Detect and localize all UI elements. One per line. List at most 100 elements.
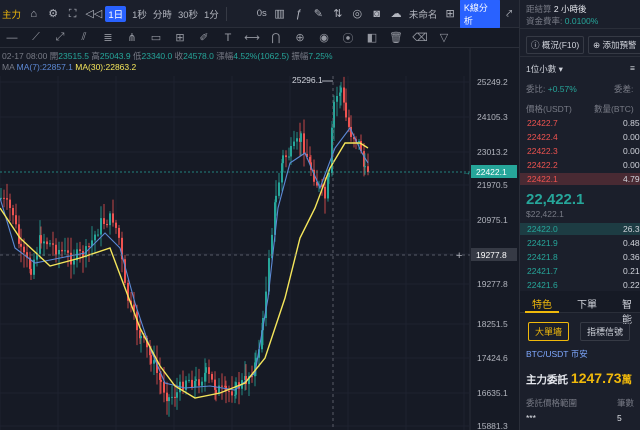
trend-line-icon[interactable]: ⤢ xyxy=(55,31,65,43)
brush-icon[interactable]: ✐ xyxy=(199,32,209,44)
pair-label: BTC/USDT 币安 xyxy=(526,349,588,359)
up-candle xyxy=(248,376,250,385)
down-candle xyxy=(182,381,184,390)
ask-row[interactable]: 22422.1 4.79 xyxy=(520,173,640,185)
bid-row[interactable]: 22421.9 0.48 xyxy=(520,237,640,249)
home-icon[interactable]: ⌂ xyxy=(30,7,38,20)
range-value: *** xyxy=(526,413,536,423)
main-force-label[interactable]: 主力 xyxy=(2,9,22,21)
ask-row[interactable]: 22422.7 0.85 xyxy=(520,117,640,129)
rectangle-icon[interactable]: ▭ xyxy=(150,32,162,44)
screenshot-icon[interactable]: ◎ xyxy=(352,7,363,20)
down-candle xyxy=(61,249,63,252)
seconds-label[interactable]: 0s xyxy=(256,8,267,19)
interval-1m[interactable]: 1分 xyxy=(204,9,219,21)
down-candle xyxy=(208,367,210,375)
y-tick-label: 18251.5 xyxy=(477,319,508,329)
filter-icon[interactable]: ▽ xyxy=(439,32,449,44)
interval-1d[interactable]: 1日 xyxy=(105,5,127,22)
bid-row[interactable]: 22421.6 0.22 xyxy=(520,279,640,291)
horizontal-line-icon[interactable]: — xyxy=(6,31,18,44)
ask-row[interactable]: 22422.2 0.00 xyxy=(520,159,640,171)
cloud-icon[interactable]: ☁ xyxy=(390,7,402,20)
down-candle xyxy=(150,355,152,364)
eye-icon[interactable]: ◉ xyxy=(319,32,329,44)
divider xyxy=(225,6,227,21)
y-tick-label: 17424.6 xyxy=(477,353,508,363)
visibility-icon[interactable]: ⦿ xyxy=(342,32,354,45)
up-candle xyxy=(331,127,333,174)
ask-row[interactable]: 22422.3 0.00 xyxy=(520,145,640,157)
lock-icon[interactable]: ⊕ xyxy=(295,32,305,44)
indicator-icon[interactable]: ƒ xyxy=(295,7,303,20)
compare-icon[interactable]: ⇅ xyxy=(333,7,343,20)
tab-smart[interactable]: 智能 xyxy=(622,300,632,326)
count-label: 筆數 xyxy=(617,398,635,408)
up-candle xyxy=(288,156,290,158)
tab-features[interactable]: 特色 xyxy=(532,300,552,311)
text-icon[interactable]: T xyxy=(224,31,232,44)
price-range-icon[interactable]: ⟷ xyxy=(244,32,260,44)
main-order-label: 主力委託 xyxy=(526,374,568,386)
edit-icon[interactable]: ✎ xyxy=(313,7,324,20)
ask-qty: 0.85 xyxy=(623,118,640,128)
delete-icon[interactable]: ⌫ xyxy=(412,32,428,44)
big-order-wall-button[interactable]: 大單墻 xyxy=(528,322,570,341)
down-candle xyxy=(46,241,48,245)
trash-icon[interactable]: 🗑 xyxy=(389,32,403,44)
bid-qty: 26.37 xyxy=(623,224,640,234)
down-candle xyxy=(348,117,350,127)
layers-icon[interactable]: ◧ xyxy=(366,32,378,44)
fib-icon[interactable]: ≣ xyxy=(103,32,113,44)
k-analysis-button[interactable]: K線分析 xyxy=(459,0,500,29)
crosshair-price-label: 19277.8 xyxy=(476,250,507,260)
side-panel: 距結算 2 小時後 資金費率: 0.0100% ⓘ 概況(F10) ⊕ 添加預警… xyxy=(519,0,640,430)
magnet-icon[interactable]: ⋂ xyxy=(271,32,281,44)
divider xyxy=(520,56,640,57)
ask-row[interactable]: 22422.4 0.00 xyxy=(520,131,640,143)
down-candle xyxy=(118,227,120,238)
interval-1s[interactable]: 1秒 xyxy=(132,9,147,21)
indicator-signal-button[interactable]: 指標信號 xyxy=(580,322,631,341)
pitchfork-icon[interactable]: ⋔ xyxy=(127,32,137,44)
up-candle xyxy=(254,362,256,377)
bid-row[interactable]: 22421.7 0.21 xyxy=(520,265,640,277)
ray-icon[interactable]: ⟋ xyxy=(32,31,40,43)
precision-select[interactable]: 1位小數 ▾ xyxy=(526,63,563,75)
candle-type-icon[interactable]: ▥ xyxy=(274,7,285,20)
gear-icon[interactable]: ⚙ xyxy=(48,7,59,20)
interval-30s[interactable]: 30秒 xyxy=(177,9,199,21)
overview-button[interactable]: ⓘ 概況(F10) xyxy=(526,36,585,54)
up-candle xyxy=(49,243,51,245)
price-chart[interactable]: 25249.224105.323013.221970.520975.120024… xyxy=(0,48,519,430)
open-value: 23515.5 xyxy=(58,51,89,61)
up-candle xyxy=(39,235,41,254)
measure-icon[interactable]: ⊞ xyxy=(175,32,185,44)
down-candle xyxy=(79,249,81,252)
bid-qty: 0.21 xyxy=(623,266,640,276)
interval-timeline[interactable]: 分時 xyxy=(152,9,172,21)
down-candle xyxy=(52,243,54,245)
rewind-icon[interactable]: ◁◁ xyxy=(85,7,103,20)
camera-icon[interactable]: ◙ xyxy=(373,7,381,20)
share-icon[interactable]: ⤤ xyxy=(506,7,513,20)
add-alert-button[interactable]: ⊕ 添加預警 xyxy=(588,36,640,54)
layout-name[interactable]: 未命名 xyxy=(408,9,438,21)
channel-icon[interactable]: ⫽ xyxy=(81,31,87,43)
tab-order[interactable]: 下單 xyxy=(577,300,597,311)
layout-grid-icon[interactable]: ⊞ xyxy=(445,7,455,20)
up-candle xyxy=(265,291,267,318)
down-candle xyxy=(231,391,233,396)
candlestick-chart[interactable]: 25249.224105.323013.221970.520975.120024… xyxy=(0,48,519,430)
up-candle xyxy=(261,330,263,350)
bid-row[interactable]: 22421.8 0.36 xyxy=(520,251,640,263)
fullscreen-icon[interactable]: ⛶ xyxy=(68,7,77,20)
more-icon[interactable]: ≡ xyxy=(630,63,635,73)
down-candle xyxy=(345,102,347,118)
bid-row[interactable]: 22422.0 26.37 xyxy=(520,223,640,235)
close-label: 收 xyxy=(174,51,184,61)
down-candle xyxy=(103,218,105,224)
down-candle xyxy=(30,268,32,275)
down-candle xyxy=(55,244,57,255)
up-candle xyxy=(171,396,173,398)
